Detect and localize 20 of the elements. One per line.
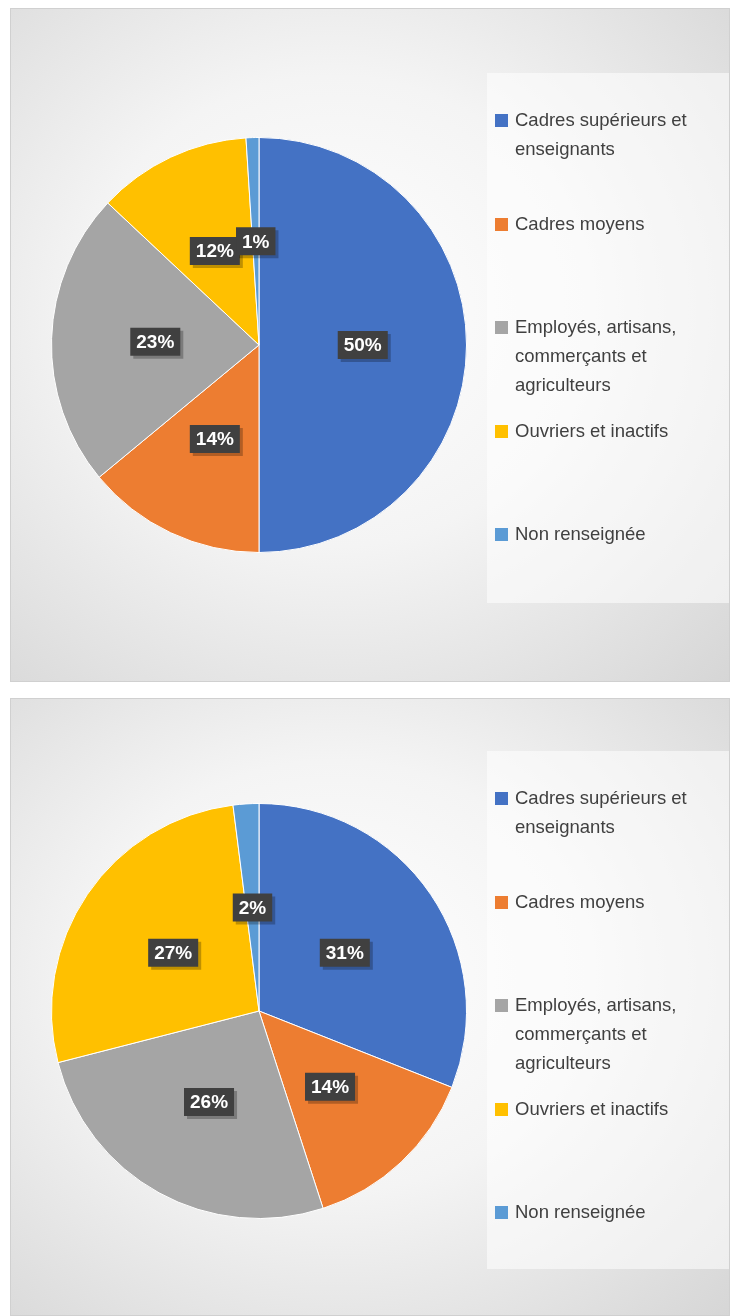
data-label: 31%	[325, 941, 364, 963]
legend-label: Cadres moyens	[514, 889, 646, 914]
legend-label: Ouvriers et inactifs	[514, 418, 670, 443]
legend-label: Employés, artisans, commerçants et agriculteurs	[514, 315, 678, 397]
legend-label: Non renseignée	[514, 522, 647, 546]
legend-label: Employés, artisans, commerçants et agriculteurs	[514, 993, 678, 1075]
legend-label: Non renseignée	[514, 1200, 647, 1224]
data-label: 14%	[195, 428, 234, 450]
data-label: 26%	[190, 1091, 229, 1113]
slice-label: Cadres supérieurs et enseignants	[514, 108, 688, 161]
data-label: 1%	[242, 230, 270, 252]
legend-label: Cadres moyens	[514, 211, 646, 236]
data-label: 27%	[154, 941, 193, 963]
data-label: 2%	[238, 896, 267, 918]
data-label: 12%	[195, 240, 234, 262]
data-label: 50%	[343, 334, 382, 356]
legend-label: Ouvriers et inactifs	[514, 1096, 670, 1121]
slice-label: Cadres supérieurs et enseignants	[514, 786, 688, 839]
data-label: 23%	[136, 330, 175, 352]
data-label: 14%	[311, 1075, 350, 1097]
